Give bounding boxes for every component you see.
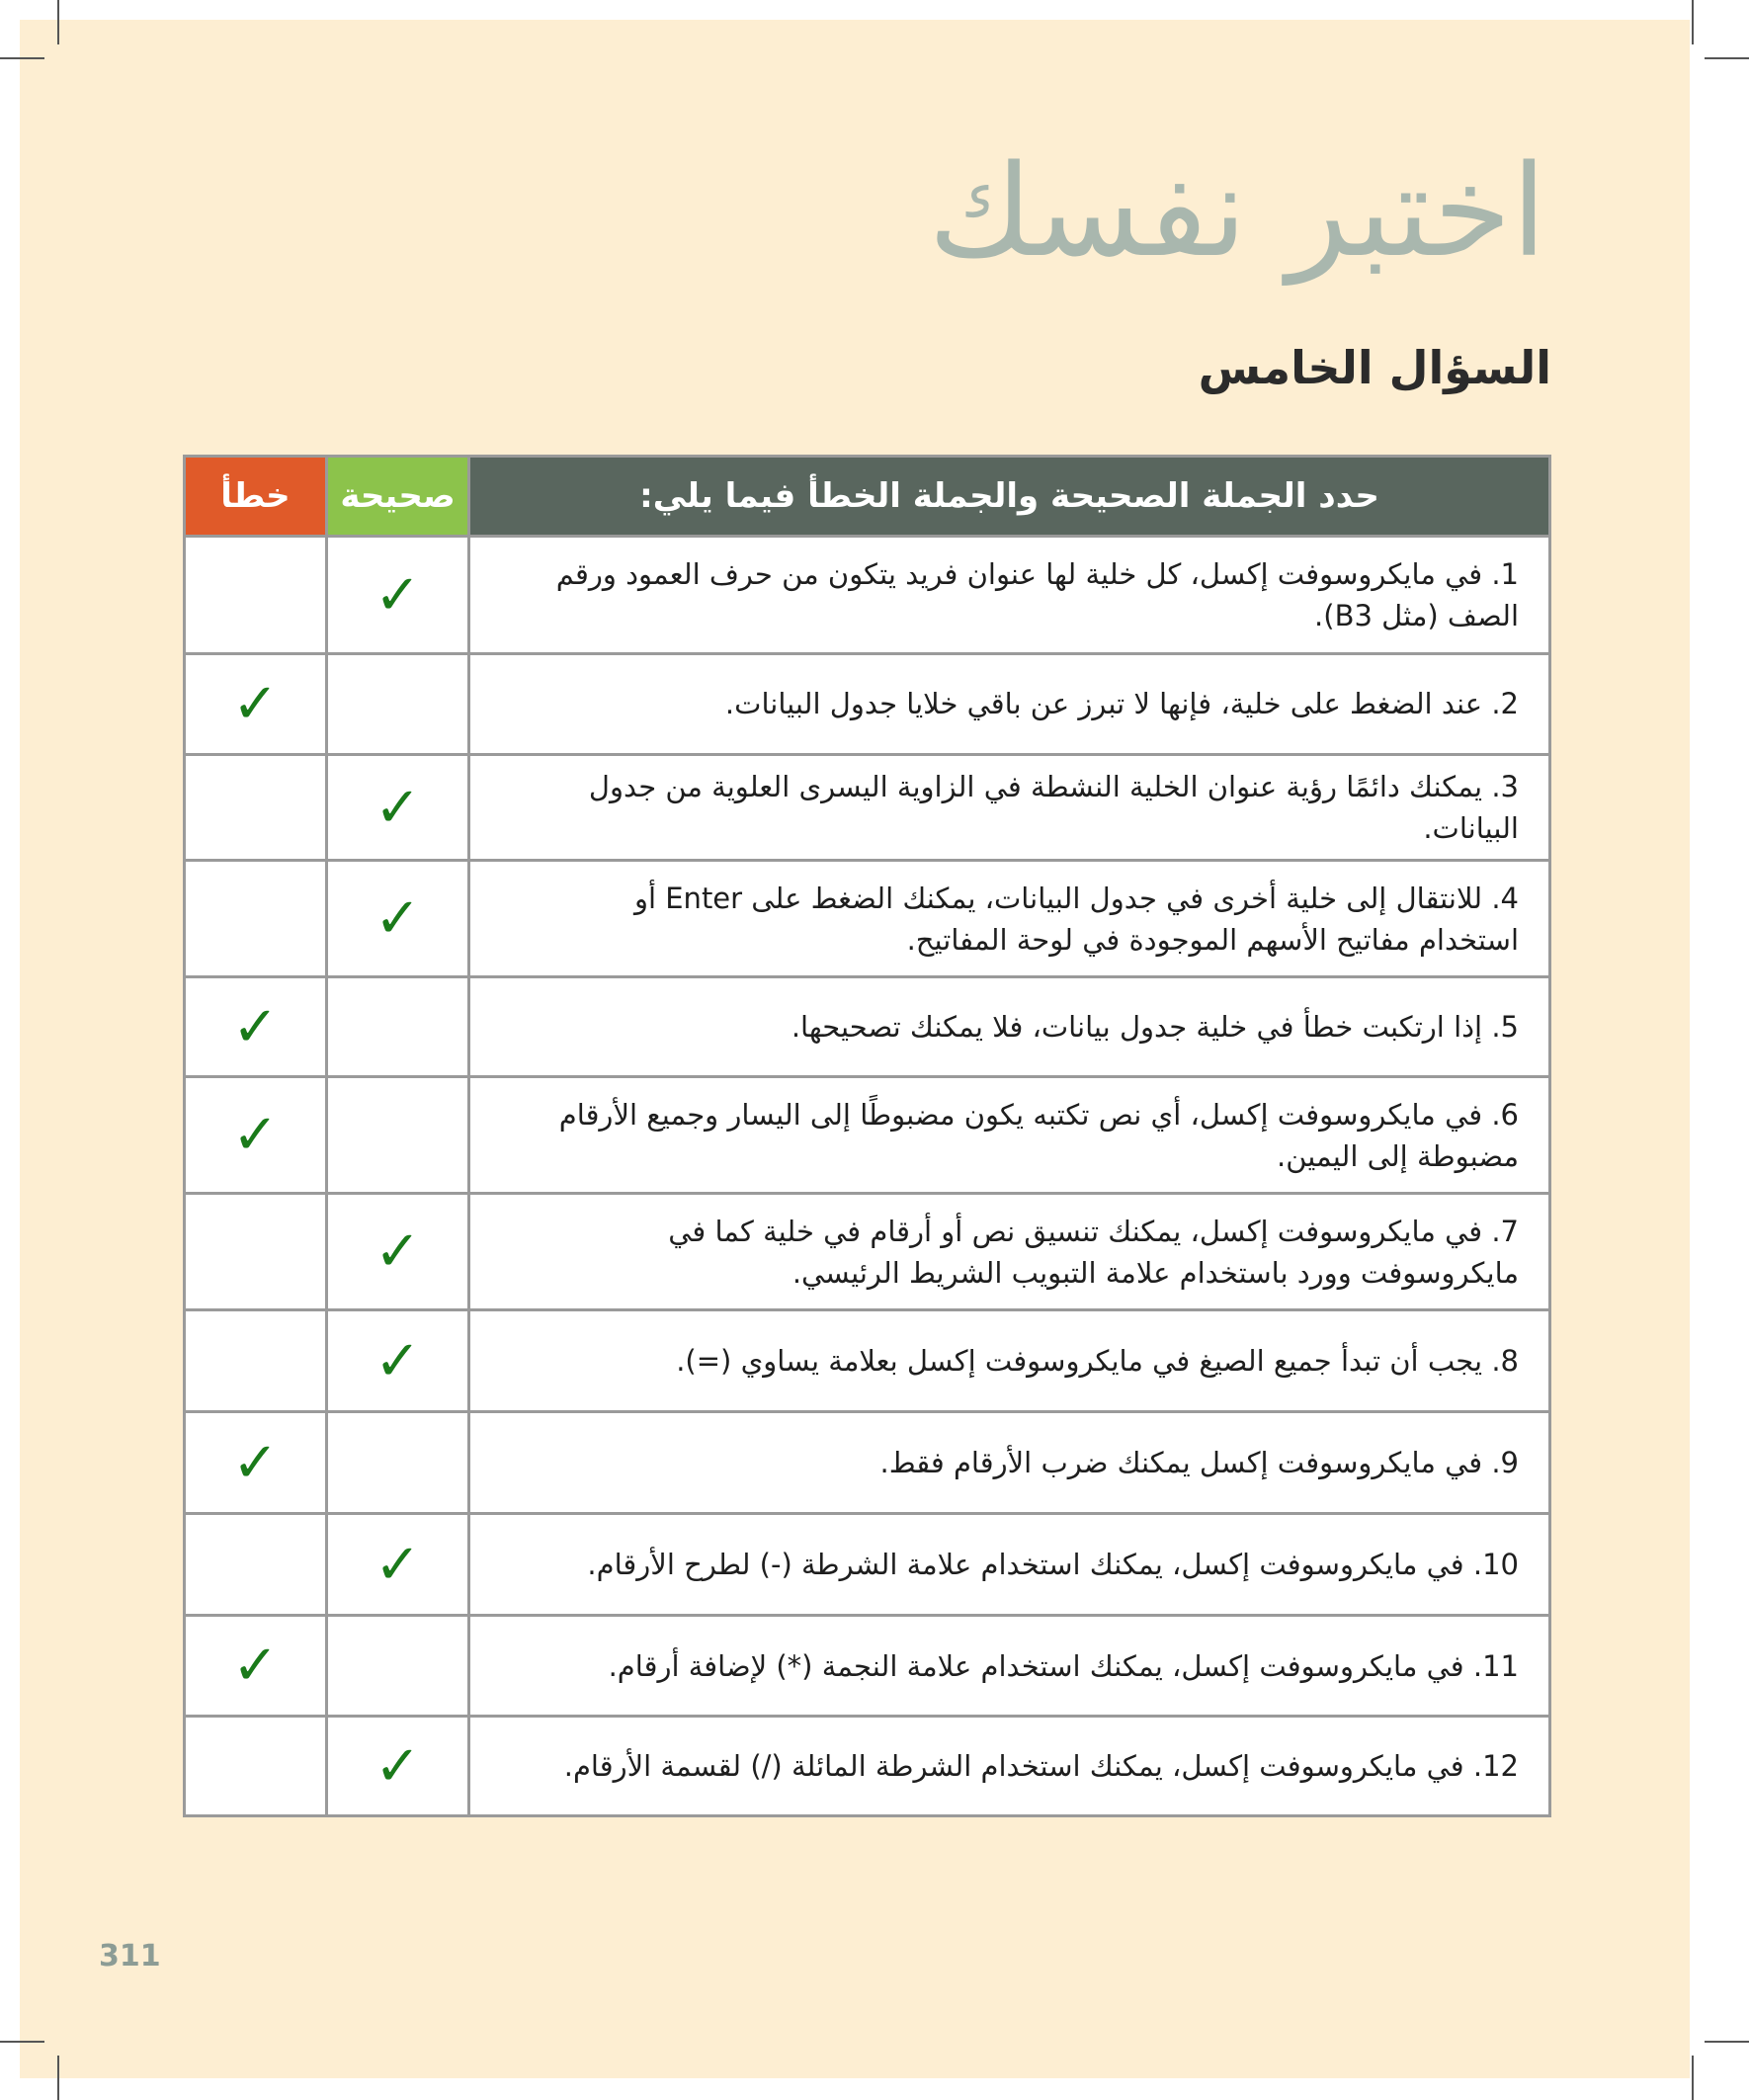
table-row: 3. يمكنك دائمًا رؤية عنوان الخلية النشطة…: [183, 752, 1551, 863]
answer-cell-true: ✓: [325, 1308, 470, 1414]
question-text: 4. للانتقال إلى خلية أخرى في جدول البيان…: [467, 859, 1551, 979]
answer-cell-true: [325, 1410, 470, 1516]
crop-mark: [1692, 0, 1694, 44]
question-text: 7. في مايكروسوفت إكسل، يمكنك تنسيق نص أو…: [467, 1192, 1551, 1312]
check-icon: ✓: [232, 1634, 279, 1699]
table-row: 1. في مايكروسوفت إكسل، كل خلية لها عنوان…: [183, 535, 1551, 655]
answer-cell-true: ✓: [325, 859, 470, 979]
table-row: 5. إذا ارتكبت خطأ في خلية جدول بيانات، ف…: [183, 975, 1551, 1079]
question-text: 2. عند الضغط على خلية، فإنها لا تبرز عن …: [467, 652, 1551, 756]
answer-cell-false: ✓: [183, 975, 328, 1079]
check-icon: ✓: [375, 1532, 421, 1597]
section-subtitle: السؤال الخامس: [1198, 341, 1551, 394]
answer-cell-false: ✓: [183, 1410, 328, 1516]
question-text: 9. في مايكروسوفت إكسل يمكنك ضرب الأرقام …: [467, 1410, 1551, 1516]
question-text: 12. في مايكروسوفت إكسل، يمكنك استخدام ال…: [467, 1715, 1551, 1818]
check-icon: ✓: [232, 1103, 279, 1168]
table-row: 12. في مايكروسوفت إكسل، يمكنك استخدام ال…: [183, 1715, 1551, 1818]
answer-cell-false: [183, 1512, 328, 1618]
answer-cell-true: [325, 975, 470, 1079]
answer-cell-true: ✓: [325, 752, 470, 863]
table-row: 11. في مايكروسوفت إكسل، يمكنك استخدام عل…: [183, 1614, 1551, 1719]
check-icon: ✓: [232, 994, 279, 1059]
question-text: 8. يجب أن تبدأ جميع الصيغ في مايكروسوفت …: [467, 1308, 1551, 1414]
crop-mark: [1692, 2056, 1694, 2100]
table-row: 8. يجب أن تبدأ جميع الصيغ في مايكروسوفت …: [183, 1308, 1551, 1414]
answer-cell-true: [325, 1075, 470, 1196]
crop-mark: [1705, 57, 1749, 59]
question-text: 3. يمكنك دائمًا رؤية عنوان الخلية النشطة…: [467, 752, 1551, 863]
header-question: حدد الجملة الصحيحة والجملة الخطأ فيما يل…: [467, 455, 1551, 538]
answer-cell-false: [183, 752, 328, 863]
check-icon: ✓: [232, 672, 279, 736]
check-icon: ✓: [375, 1219, 421, 1285]
table-row: 6. في مايكروسوفت إكسل، أي نص تكتبه يكون …: [183, 1075, 1551, 1196]
true-false-table: حدد الجملة الصحيحة والجملة الخطأ فيما يل…: [183, 455, 1551, 1818]
table-row: 2. عند الضغط على خلية، فإنها لا تبرز عن …: [183, 652, 1551, 756]
question-text: 6. في مايكروسوفت إكسل، أي نص تكتبه يكون …: [467, 1075, 1551, 1196]
answer-cell-false: [183, 1308, 328, 1414]
answer-cell-false: [183, 1192, 328, 1312]
answer-cell-true: ✓: [325, 1715, 470, 1818]
answer-cell-false: ✓: [183, 1075, 328, 1196]
crop-mark: [0, 2041, 44, 2043]
table-row: 10. في مايكروسوفت إكسل، يمكنك استخدام عل…: [183, 1512, 1551, 1618]
crop-mark: [0, 57, 44, 59]
answer-cell-false: ✓: [183, 652, 328, 756]
check-icon: ✓: [375, 775, 421, 840]
answer-cell-false: ✓: [183, 1614, 328, 1719]
question-text: 11. في مايكروسوفت إكسل، يمكنك استخدام عل…: [467, 1614, 1551, 1719]
answer-cell-true: ✓: [325, 1512, 470, 1618]
header-true: صحيحة: [325, 455, 470, 538]
header-false: خطأ: [183, 455, 328, 538]
check-icon: ✓: [232, 1430, 279, 1495]
answer-cell-true: ✓: [325, 535, 470, 655]
crop-mark: [1705, 2041, 1749, 2043]
check-icon: ✓: [375, 1733, 421, 1799]
page-title: اختبر نفسك: [928, 138, 1546, 286]
check-icon: ✓: [375, 886, 421, 952]
check-icon: ✓: [375, 1328, 421, 1393]
answer-cell-true: [325, 652, 470, 756]
answer-cell-true: [325, 1614, 470, 1719]
answer-cell-true: ✓: [325, 1192, 470, 1312]
page-number: 311: [99, 1939, 161, 1974]
table-row: 7. في مايكروسوفت إكسل، يمكنك تنسيق نص أو…: [183, 1192, 1551, 1312]
question-text: 10. في مايكروسوفت إكسل، يمكنك استخدام عل…: [467, 1512, 1551, 1618]
check-icon: ✓: [375, 562, 421, 628]
answer-cell-false: [183, 1715, 328, 1818]
question-text: 5. إذا ارتكبت خطأ في خلية جدول بيانات، ف…: [467, 975, 1551, 1079]
question-text: 1. في مايكروسوفت إكسل، كل خلية لها عنوان…: [467, 535, 1551, 655]
table-row: 4. للانتقال إلى خلية أخرى في جدول البيان…: [183, 859, 1551, 979]
answer-cell-false: [183, 859, 328, 979]
table-row: 9. في مايكروسوفت إكسل يمكنك ضرب الأرقام …: [183, 1410, 1551, 1516]
answer-cell-false: [183, 535, 328, 655]
crop-mark: [57, 2056, 59, 2100]
crop-mark: [57, 0, 59, 44]
